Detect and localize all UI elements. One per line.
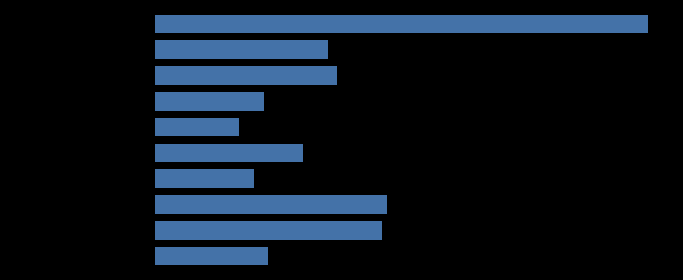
Bar: [155, 118, 239, 136]
Bar: [155, 169, 253, 188]
Bar: [155, 15, 648, 33]
Bar: [155, 92, 264, 111]
Bar: [155, 66, 337, 85]
Bar: [155, 40, 328, 59]
Bar: [155, 221, 382, 240]
Bar: [155, 195, 387, 214]
Bar: [155, 247, 268, 265]
Bar: [155, 144, 303, 162]
